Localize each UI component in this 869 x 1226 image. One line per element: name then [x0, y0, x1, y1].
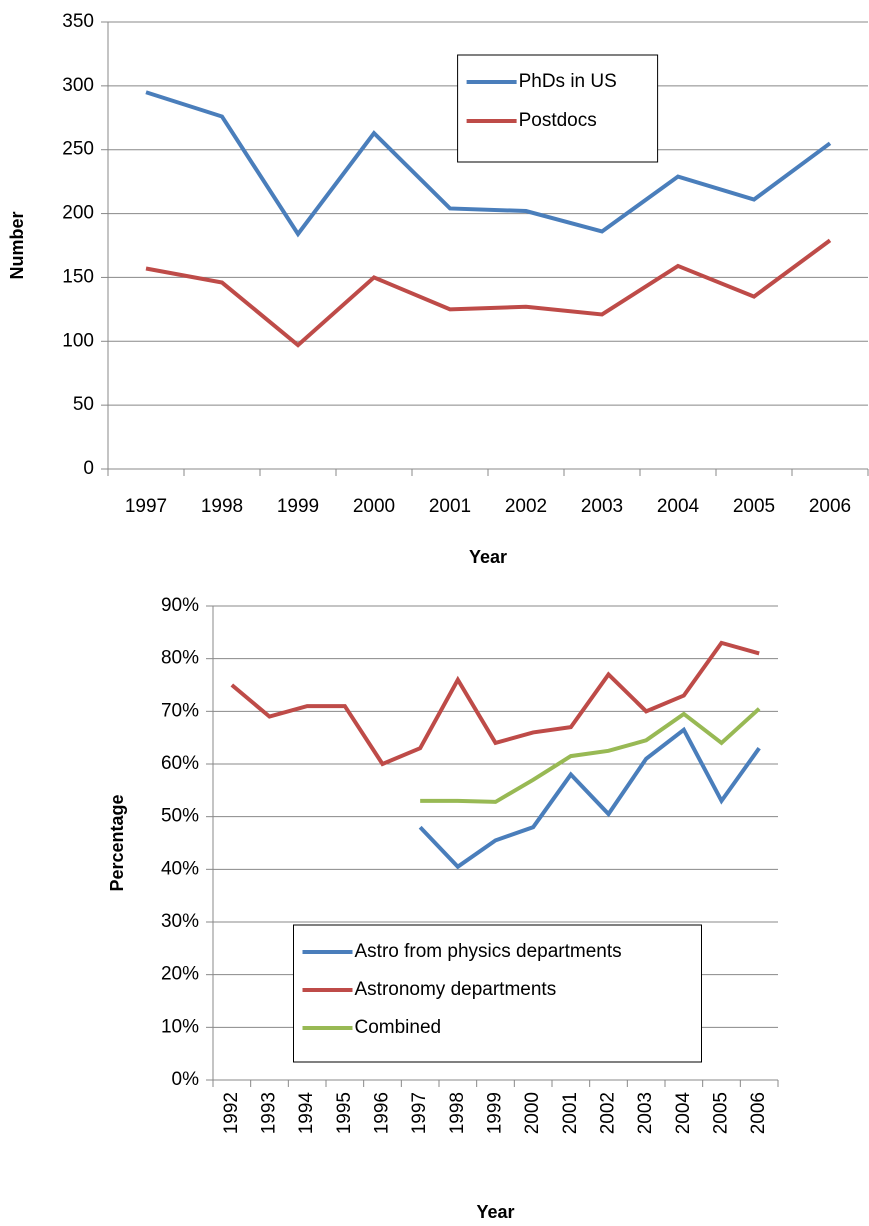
x-tick-label: 2001: [560, 1092, 581, 1134]
y-tick-label: 90%: [161, 595, 199, 616]
x-tick-label: 2003: [581, 496, 623, 517]
y-tick-label: 40%: [161, 858, 199, 879]
x-tick-label: 2005: [711, 1092, 732, 1134]
x-tick-label: 1994: [296, 1092, 317, 1135]
x-tick-label: 2002: [505, 496, 547, 517]
legend-box: [457, 54, 659, 163]
line-series: [230, 640, 760, 767]
legend-label: PhDs in US: [519, 71, 617, 92]
x-tick-label: 1997: [409, 1092, 430, 1134]
x-tick-label: 2002: [598, 1092, 619, 1134]
line-series: [418, 726, 761, 870]
x-tick-label: 1999: [485, 1092, 506, 1134]
y-tick-label: 80%: [161, 648, 199, 669]
x-tick-label: 2005: [733, 496, 775, 517]
x-tick-label: 2001: [429, 496, 471, 517]
y-tick-label: 200: [62, 203, 94, 224]
y-tick-label: 10%: [161, 1016, 199, 1037]
x-tick-label: 1992: [221, 1092, 242, 1134]
x-tick-label: 1993: [259, 1092, 280, 1134]
x-tick-label: 1998: [201, 496, 243, 517]
x-tick-label: 1996: [372, 1092, 393, 1134]
line-series: [145, 90, 832, 238]
y-tick-label: 50%: [161, 806, 199, 827]
y-tick-label: 60%: [161, 753, 199, 774]
y-tick-label: 0%: [172, 1069, 200, 1090]
x-tick-label: 2004: [657, 496, 700, 517]
x-axis-title: Year: [476, 1202, 514, 1222]
y-tick-label: 350: [62, 11, 94, 32]
x-tick-label: 1995: [334, 1092, 355, 1134]
y-tick-label: 100: [62, 330, 94, 351]
x-tick-label: 2003: [635, 1092, 656, 1134]
x-tick-label: 2000: [522, 1092, 543, 1134]
y-tick-label: 150: [62, 266, 94, 287]
line-series: [145, 238, 832, 348]
y-tick-label: 20%: [161, 964, 199, 985]
x-tick-label: 1997: [125, 496, 167, 517]
y-tick-label: 70%: [161, 700, 199, 721]
x-tick-label: 1998: [447, 1092, 468, 1134]
x-axis-title: Year: [469, 547, 507, 567]
legend-label: Astronomy departments: [355, 979, 557, 1000]
legend-box: [293, 924, 702, 1063]
y-tick-label: 30%: [161, 911, 199, 932]
x-tick-label: 2006: [809, 496, 851, 517]
y-axis-title: Number: [7, 211, 27, 279]
y-axis-title: Percentage: [107, 794, 127, 891]
y-tick-label: 250: [62, 139, 94, 160]
legend-label: Combined: [355, 1017, 442, 1038]
y-tick-label: 50: [73, 394, 94, 415]
legend-label: Postdocs: [519, 110, 597, 131]
x-tick-label: 1999: [277, 496, 319, 517]
x-tick-label: 2004: [673, 1092, 694, 1135]
x-tick-label: 2000: [353, 496, 395, 517]
y-tick-label: 0: [83, 458, 94, 479]
y-tick-label: 300: [62, 75, 94, 96]
x-tick-label: 2006: [748, 1092, 769, 1134]
legend-label: Astro from physics departments: [355, 941, 622, 962]
line-series: [420, 707, 761, 804]
